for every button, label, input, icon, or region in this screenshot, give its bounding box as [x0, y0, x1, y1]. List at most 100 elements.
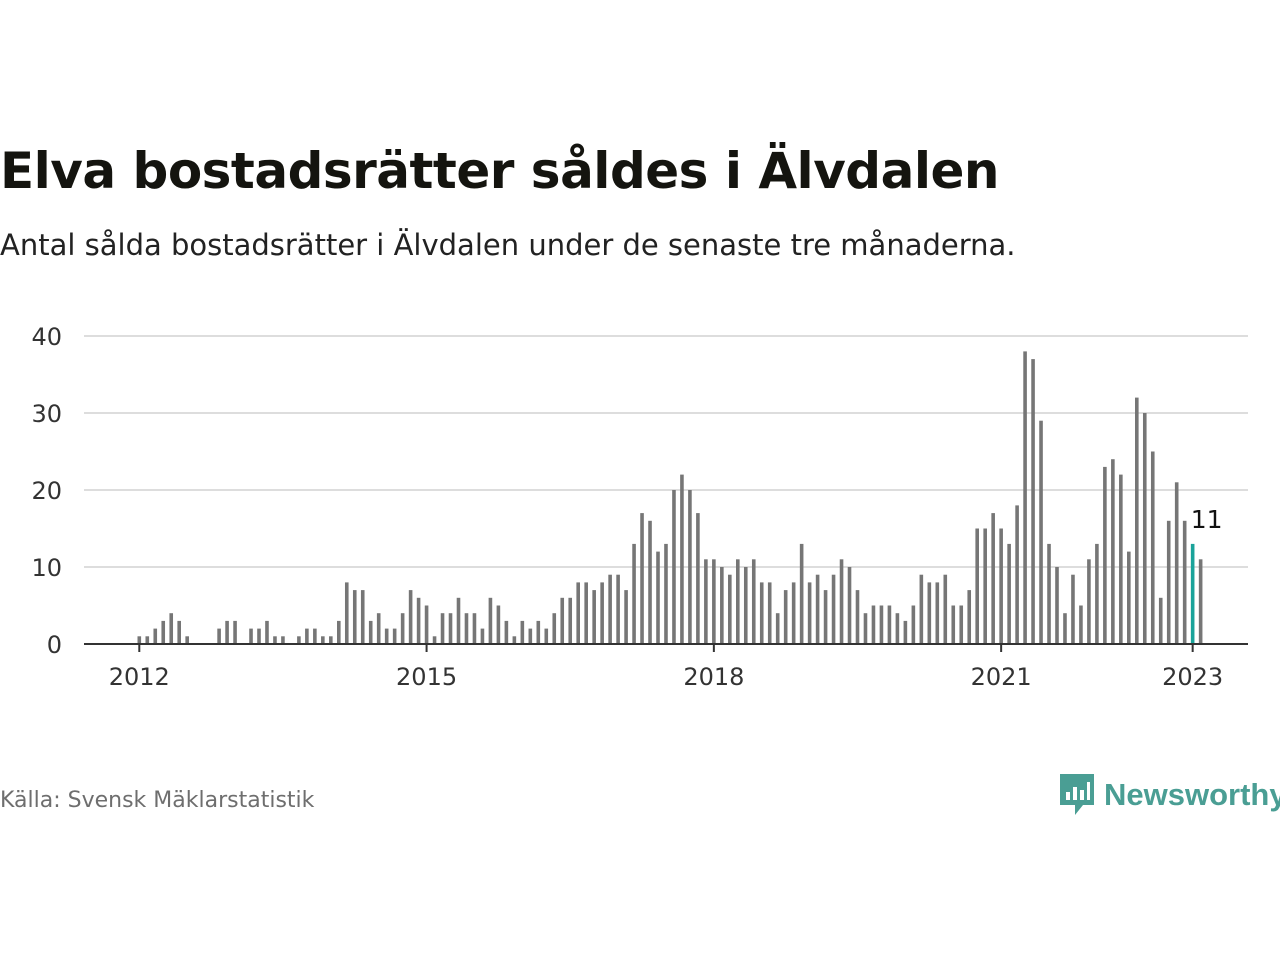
chart-title: Elva bostadsrätter såldes i Älvdalen	[0, 142, 999, 200]
bar	[536, 620, 541, 644]
bar	[975, 528, 979, 644]
bar	[265, 620, 269, 644]
bar	[640, 513, 644, 644]
bar	[999, 528, 1003, 644]
bar	[680, 474, 684, 644]
y-tick-label: 40	[31, 323, 62, 351]
bar	[313, 628, 317, 644]
bar	[855, 590, 860, 644]
x-tick-label: 2012	[109, 663, 170, 691]
x-tick-label: 2018	[683, 663, 744, 691]
y-tick-label: 30	[31, 400, 62, 428]
bar	[488, 597, 493, 644]
bar	[967, 590, 972, 644]
x-tick-label: 2021	[971, 663, 1032, 691]
bar	[592, 590, 596, 644]
bar	[145, 636, 150, 644]
bar	[432, 636, 437, 644]
bar	[185, 636, 189, 644]
bar	[584, 582, 588, 644]
bar	[360, 590, 365, 644]
bar	[983, 528, 987, 644]
bar	[935, 582, 940, 644]
bar	[344, 582, 349, 644]
bar	[1047, 543, 1051, 644]
brand-logo: Newsworthy	[1058, 772, 1280, 818]
bar	[903, 620, 908, 644]
bar	[1150, 451, 1155, 644]
bar	[520, 620, 525, 644]
bar	[879, 605, 884, 644]
bar	[560, 597, 565, 644]
bar	[783, 590, 788, 644]
bar	[1015, 505, 1019, 644]
bar	[919, 574, 924, 644]
bar	[576, 582, 580, 644]
bar	[456, 597, 461, 644]
bar	[720, 567, 724, 644]
bar	[408, 590, 413, 644]
bar	[1135, 397, 1139, 644]
bar	[305, 628, 309, 644]
x-tick-label: 2023	[1162, 663, 1223, 691]
bar	[743, 567, 748, 644]
x-axis	[84, 643, 1248, 652]
bar	[273, 636, 277, 644]
bar	[712, 559, 716, 644]
bar	[943, 574, 948, 644]
bar	[1063, 613, 1067, 644]
bar	[137, 636, 142, 644]
bar	[544, 628, 549, 644]
bar	[225, 620, 229, 644]
bar	[568, 597, 573, 644]
bar	[927, 582, 932, 644]
bar	[1142, 413, 1147, 644]
bar	[440, 613, 445, 644]
source-note: Källa: Svensk Mäklarstatistik	[0, 788, 315, 813]
bar	[504, 620, 509, 644]
bar	[911, 605, 916, 644]
bar	[1166, 520, 1171, 644]
newsworthy-logo-icon	[1060, 774, 1094, 815]
bar	[1182, 520, 1187, 644]
bar	[672, 490, 676, 644]
bar	[257, 628, 261, 644]
data-label: 11	[1191, 505, 1223, 534]
bar	[831, 574, 836, 644]
bar	[329, 636, 333, 644]
bar	[767, 582, 772, 644]
brand-name: Newsworthy	[1104, 777, 1280, 812]
bar	[1119, 474, 1123, 644]
bar	[1174, 482, 1179, 644]
bar	[384, 628, 389, 644]
bar	[400, 613, 405, 644]
y-tick-label: 20	[31, 477, 62, 505]
bars	[137, 351, 1203, 644]
bar	[1095, 543, 1099, 644]
bar	[791, 582, 796, 644]
bar	[632, 543, 636, 644]
bar	[528, 628, 533, 644]
bar	[352, 590, 357, 644]
y-tick-label: 0	[47, 631, 62, 659]
bar	[863, 613, 868, 644]
bar	[217, 628, 221, 644]
bar	[839, 559, 844, 644]
bar	[728, 574, 732, 644]
bar	[624, 590, 628, 644]
bar	[392, 628, 397, 644]
bar	[177, 620, 181, 644]
bar	[480, 628, 485, 644]
bar	[512, 636, 517, 644]
bar	[1158, 597, 1163, 644]
bar	[1103, 466, 1107, 644]
bar	[751, 559, 756, 644]
bar	[1087, 559, 1091, 644]
x-tick-label: 2015	[396, 663, 457, 691]
bar	[847, 567, 852, 644]
highlighted-bar	[1190, 543, 1195, 644]
bar	[464, 613, 469, 644]
bar	[688, 490, 692, 644]
bar	[871, 605, 876, 644]
bar	[608, 574, 612, 644]
